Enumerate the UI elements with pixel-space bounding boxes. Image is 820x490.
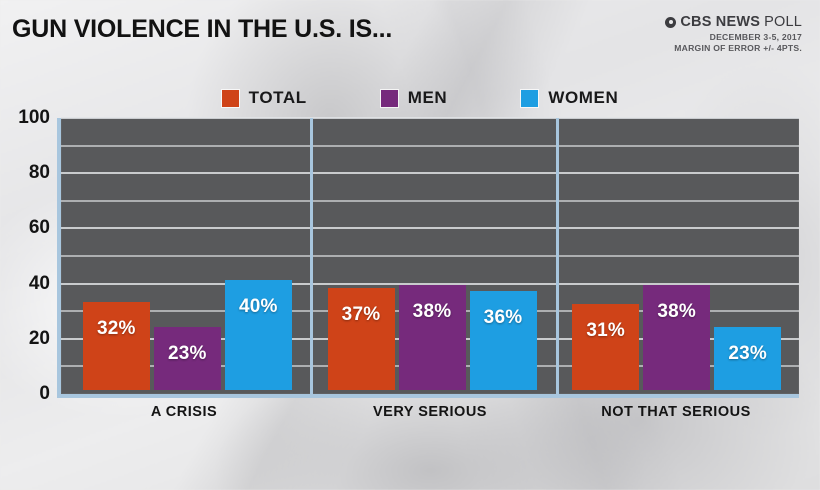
legend-label: WOMEN	[548, 88, 619, 107]
chart-header: GUN VIOLENCE IN THE U.S. IS... CBS NEWS …	[0, 0, 820, 62]
gridline	[61, 117, 799, 119]
gridline	[61, 227, 799, 230]
gridline	[61, 255, 799, 257]
bar-total-not-that-serious[interactable]: 31%	[572, 304, 640, 390]
bar-group-very-serious: 37% 38% 36%	[310, 118, 555, 390]
bar-group-not-that-serious: 31% 38% 23%	[554, 118, 799, 390]
bar-value-label: 23%	[728, 342, 767, 364]
bar-value-label: 38%	[412, 301, 452, 323]
y-axis-tick-80: 80	[28, 162, 50, 184]
gridline	[61, 144, 799, 147]
y-axis-tick-0: 0	[39, 383, 50, 404]
bar-total-very-serious[interactable]: 37%	[327, 287, 395, 390]
poll-margin-of-error: MARGIN OF ERROR +/- 4PTS.	[674, 43, 802, 53]
cbs-eye-icon	[665, 16, 677, 28]
legend-item-total[interactable]: TOTAL	[221, 88, 307, 108]
y-axis-tick-40: 40	[28, 272, 50, 294]
chart-legend: TOTAL MEN WOMEN	[0, 88, 820, 108]
legend-swatch-women	[521, 89, 539, 107]
bar-value-label: 38%	[657, 301, 696, 323]
bar-women-a-crisis[interactable]: 40%	[224, 279, 292, 390]
bar-women-not-that-serious[interactable]: 23%	[714, 326, 782, 390]
bar-value-label: 31%	[586, 320, 625, 342]
poll-date: DECEMBER 3-5, 2017	[709, 31, 802, 42]
y-axis-tick-100: 100	[18, 107, 50, 128]
legend-label: TOTAL	[248, 88, 307, 107]
gridline	[61, 172, 799, 175]
cbs-news-poll-logo: CBS NEWS POLL	[665, 14, 802, 30]
bar-total-a-crisis[interactable]: 32%	[82, 301, 150, 390]
legend-item-women[interactable]: WOMEN	[521, 88, 618, 108]
gridline	[61, 199, 799, 202]
poll-source-block: CBS NEWS POLL DECEMBER 3-5, 2017 MARGIN …	[665, 14, 802, 53]
y-axis: 100 80 60 40 20 0	[0, 107, 50, 404]
legend-label: MEN	[407, 88, 448, 107]
bar-men-not-that-serious[interactable]: 38%	[643, 285, 711, 390]
y-axis-tick-20: 20	[28, 327, 50, 349]
legend-swatch-total	[221, 89, 239, 107]
x-axis-label-a-crisis: A CRISIS	[150, 404, 218, 420]
plot-area: 32% 23% 40% 37% 38% 36% 31% 38% 23%	[57, 117, 799, 398]
bar-value-label: 40%	[239, 295, 278, 317]
bar-value-label: 36%	[483, 306, 523, 328]
x-axis-label-not-that-serious: NOT THAT SERIOUS	[601, 404, 751, 420]
y-axis-tick-60: 60	[28, 217, 50, 239]
bar-men-a-crisis[interactable]: 23%	[153, 326, 221, 390]
bar-group-a-crisis: 32% 23% 40%	[65, 118, 310, 390]
gridline	[61, 282, 799, 285]
group-separator	[310, 118, 313, 394]
group-separator	[556, 118, 559, 394]
legend-swatch-men	[380, 89, 398, 107]
bar-men-very-serious[interactable]: 38%	[398, 285, 466, 390]
bar-women-very-serious[interactable]: 36%	[469, 290, 537, 390]
legend-item-men[interactable]: MEN	[380, 88, 448, 108]
plot-area-wrapper: 32% 23% 40% 37% 38% 36% 31% 38% 23%	[57, 117, 799, 398]
bar-value-label: 23%	[168, 342, 207, 364]
bar-value-label: 37%	[341, 303, 381, 325]
bar-groups: 32% 23% 40% 37% 38% 36% 31% 38% 23%	[65, 118, 799, 390]
x-axis-label-very-serious: VERY SERIOUS	[373, 404, 487, 420]
bar-value-label: 32%	[97, 317, 136, 339]
page-title: GUN VIOLENCE IN THE U.S. IS...	[12, 15, 393, 43]
cbs-poll-text: POLL	[764, 14, 802, 30]
cbs-brand-text: CBS NEWS	[680, 14, 761, 30]
x-axis: A CRISIS VERY SERIOUS NOT THAT SERIOUS	[61, 404, 799, 420]
